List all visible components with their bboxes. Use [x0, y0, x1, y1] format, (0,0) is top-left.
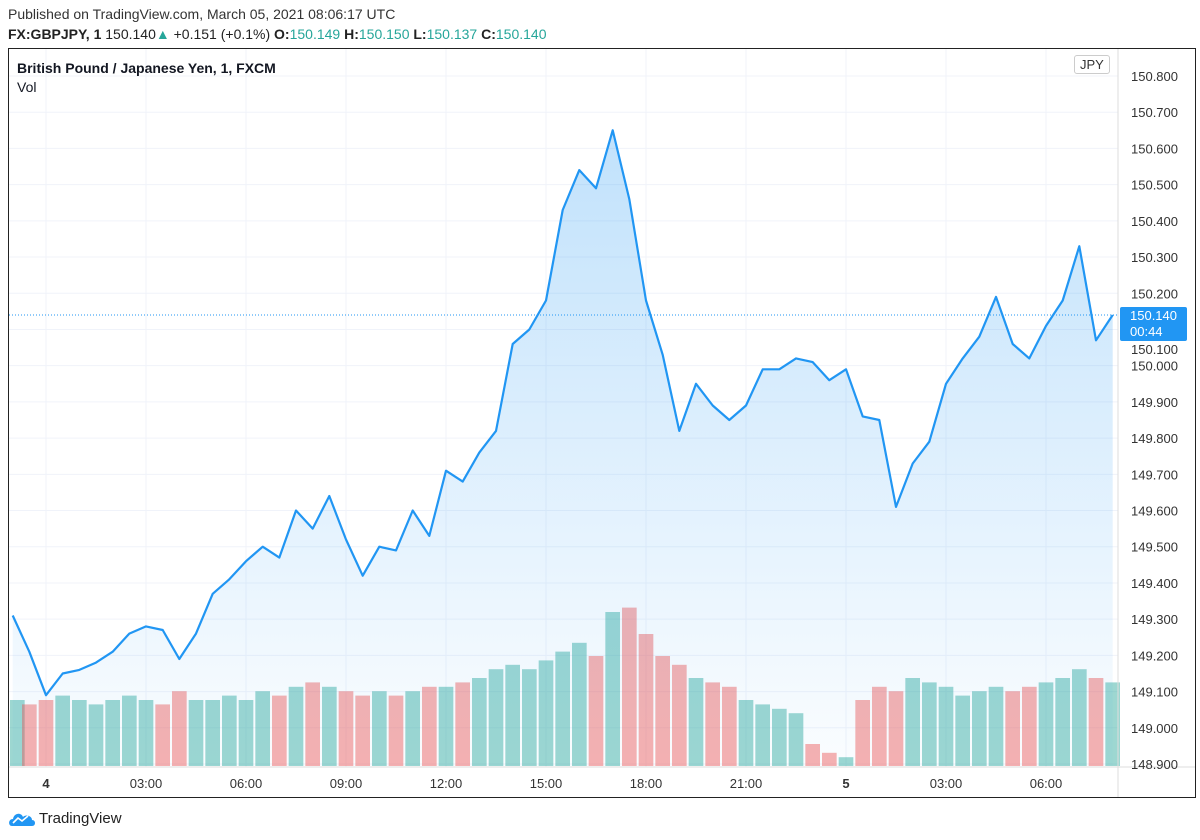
y-tick-label: 149.600	[1131, 504, 1178, 519]
tradingview-cloud-icon	[9, 813, 35, 826]
published-caption: Published on TradingView.com, March 05, …	[8, 6, 396, 22]
series-title: British Pound / Japanese Yen, 1, FXCM	[17, 60, 276, 76]
x-tick-label: 03:00	[130, 776, 163, 791]
x-tick-label: 09:00	[330, 776, 363, 791]
x-tick-label: 4	[42, 776, 50, 791]
y-tick-label: 150.200	[1131, 286, 1178, 301]
last-price: 150.140	[105, 26, 156, 42]
price-change: +0.151 (+0.1%)	[173, 26, 271, 42]
open-value: 150.149	[289, 26, 341, 42]
y-tick-label: 149.200	[1131, 648, 1178, 663]
y-tick-label: 149.700	[1131, 467, 1178, 482]
y-tick-label: 149.900	[1131, 395, 1178, 410]
y-tick-label: 150.700	[1131, 105, 1178, 120]
chart-frame[interactable]	[8, 48, 1196, 798]
y-tick-label: 148.900	[1131, 757, 1178, 772]
x-tick-label: 06:00	[230, 776, 263, 791]
x-tick-label: 06:00	[1030, 776, 1063, 791]
up-arrow-icon: ▲	[155, 26, 170, 42]
y-tick-label: 150.600	[1131, 141, 1178, 156]
x-tick-label: 03:00	[930, 776, 963, 791]
volume-label: Vol	[17, 79, 37, 95]
y-tick-label: 149.100	[1131, 685, 1178, 700]
ohlc-bar: FX:GBPJPY, 1 150.140▲ +0.151 (+0.1%) O:1…	[8, 26, 546, 42]
y-tick-label: 149.300	[1131, 612, 1178, 627]
high-value: 150.150	[358, 26, 410, 42]
last-price-badge: 150.140 00:44	[1120, 307, 1187, 341]
brand-name: TradingView	[39, 809, 122, 827]
symbol-label: FX:GBPJPY, 1	[8, 26, 102, 42]
y-tick-label: 150.500	[1131, 178, 1178, 193]
bar-countdown: 00:44	[1130, 324, 1163, 339]
y-tick-label: 150.800	[1131, 69, 1178, 84]
low-label: L:	[413, 26, 427, 42]
x-tick-label: 5	[842, 776, 849, 791]
price-area	[12, 130, 1113, 767]
last-price-value: 150.140	[1130, 308, 1177, 323]
price-line	[11, 129, 1114, 697]
open-label: O:	[274, 26, 290, 42]
x-tick-label: 12:00	[430, 776, 463, 791]
high-label: H:	[344, 26, 359, 42]
x-tick-label: 21:00	[730, 776, 763, 791]
y-tick-label: 149.000	[1131, 721, 1178, 736]
y-tick-label: 149.400	[1131, 576, 1178, 591]
tradingview-logo[interactable]: TradingView	[8, 809, 122, 827]
y-tick-label: 149.500	[1131, 540, 1178, 555]
y-tick-label: 150.000	[1131, 359, 1178, 374]
close-label: C:	[481, 26, 496, 42]
x-tick-label: 18:00	[630, 776, 663, 791]
currency-button[interactable]: JPY	[1074, 55, 1110, 74]
x-tick-label: 15:00	[530, 776, 563, 791]
y-tick-label: 150.300	[1131, 250, 1178, 265]
y-tick-label: 150.100	[1131, 342, 1178, 357]
low-value: 150.137	[426, 26, 478, 42]
close-value: 150.140	[495, 26, 547, 42]
y-tick-label: 149.800	[1131, 431, 1178, 446]
chart-legend: British Pound / Japanese Yen, 1, FXCM Vo…	[17, 60, 276, 95]
y-tick-label: 150.400	[1131, 214, 1178, 229]
